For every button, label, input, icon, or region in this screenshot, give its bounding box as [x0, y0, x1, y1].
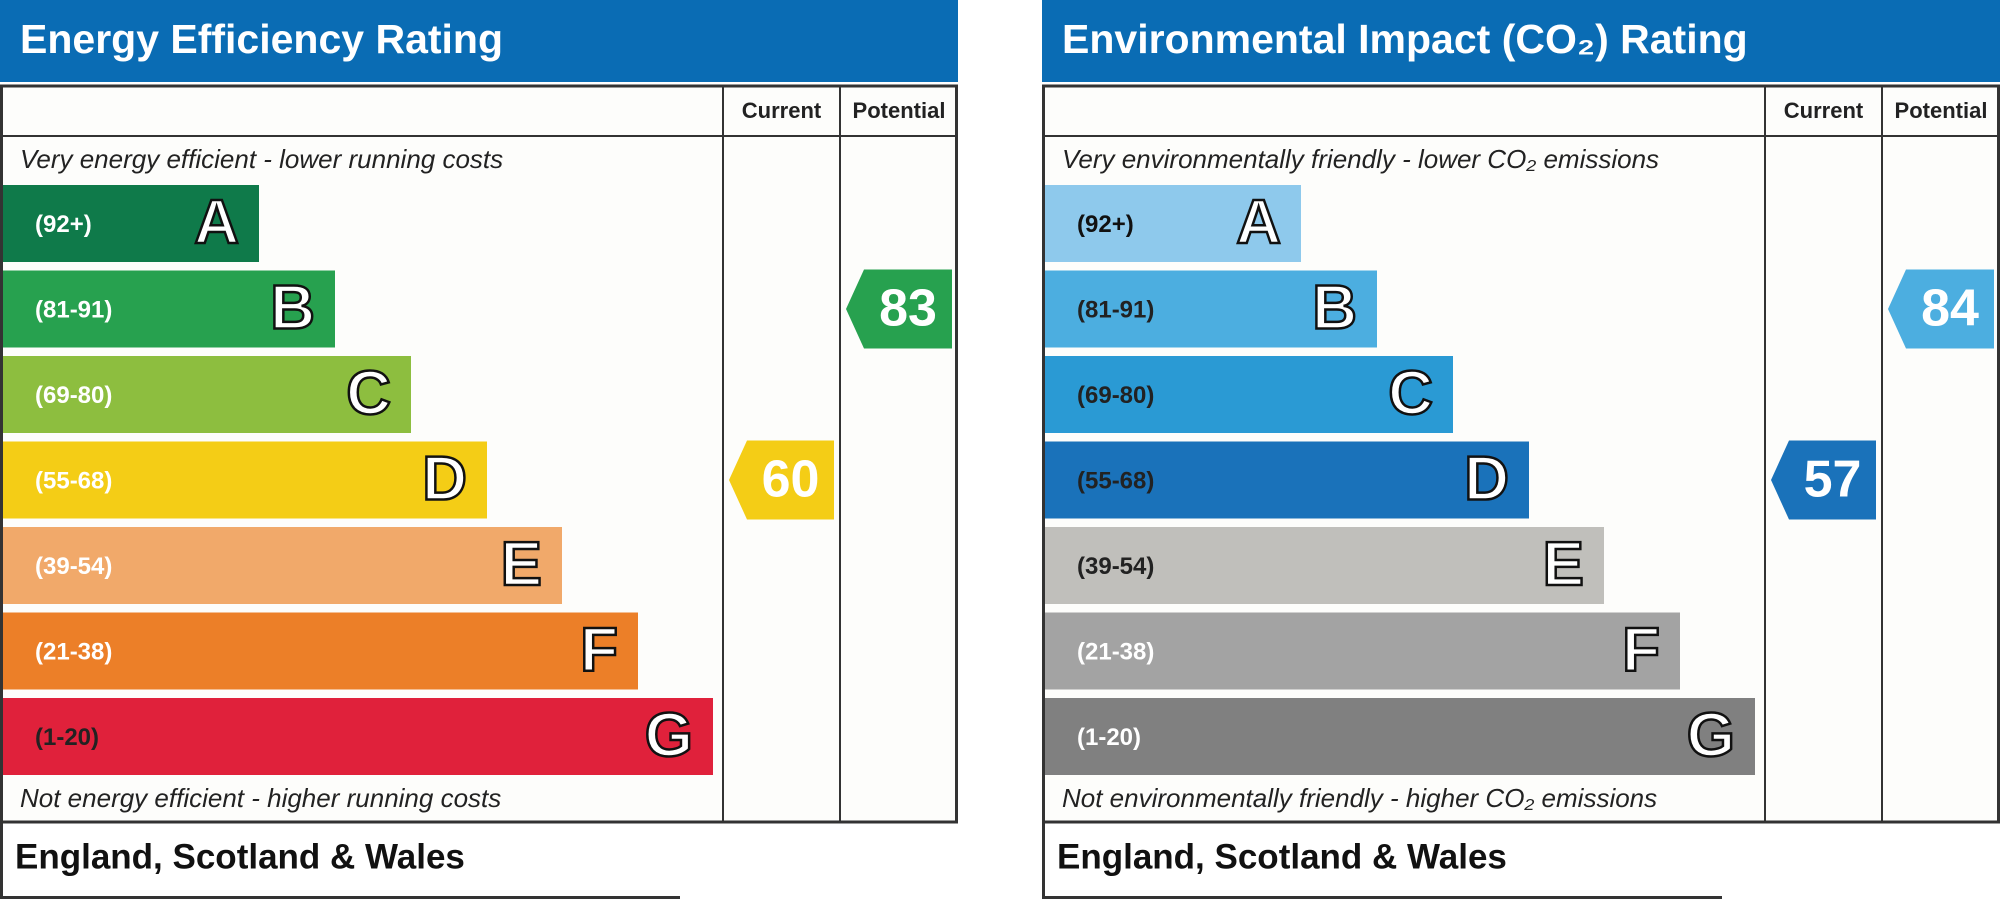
- band-letter: B: [1312, 273, 1357, 342]
- current-arrow: [729, 440, 834, 520]
- header-potential: Potential: [853, 98, 946, 123]
- band: [1045, 270, 1377, 348]
- band-letter: E: [501, 530, 542, 599]
- potential-value: 84: [1921, 280, 1979, 338]
- bottom-note: Not environmentally friendly - higher CO…: [1062, 783, 1657, 813]
- band: [3, 356, 411, 433]
- header-current: Current: [742, 98, 822, 123]
- band-range: (81-91): [1077, 296, 1154, 323]
- panel-title: Energy Efficiency Rating: [20, 16, 503, 62]
- title-bar: [0, 0, 958, 82]
- footer-border: [0, 822, 680, 899]
- band-range: (39-54): [1077, 553, 1154, 580]
- band-letter: F: [580, 615, 618, 684]
- footer: England, Scotland & Wales: [15, 837, 465, 876]
- band-range: (1-20): [35, 724, 99, 751]
- footer-border: [1042, 822, 1722, 899]
- band-range: (21-38): [35, 638, 112, 665]
- band-range: (1-20): [1077, 724, 1141, 751]
- band-letter: G: [1687, 701, 1735, 770]
- band: [1045, 698, 1755, 775]
- band: [3, 441, 487, 519]
- band-letter: F: [1622, 615, 1660, 684]
- band-range: (81-91): [35, 296, 112, 323]
- band-letter: C: [346, 359, 391, 428]
- band-letter: A: [194, 188, 239, 257]
- band: [1045, 612, 1680, 690]
- band: [1045, 527, 1604, 604]
- band: [3, 527, 562, 604]
- band-letter: A: [1236, 188, 1281, 257]
- current-arrow: [1771, 440, 1876, 520]
- panel-title: Environmental Impact (CO₂) Rating: [1062, 16, 1748, 62]
- header-potential: Potential: [1895, 98, 1988, 123]
- title-bar: [1042, 0, 2000, 82]
- header-current: Current: [1784, 98, 1864, 123]
- band: [3, 270, 335, 348]
- bottom-note: Not energy efficient - higher running co…: [20, 783, 501, 813]
- potential-value: 83: [879, 280, 937, 338]
- band-range: (55-68): [1077, 467, 1154, 494]
- band: [3, 698, 713, 775]
- band-range: (21-38): [1077, 638, 1154, 665]
- band: [1045, 356, 1453, 433]
- band-range: (39-54): [35, 553, 112, 580]
- band-letter: D: [1464, 444, 1509, 513]
- band: [3, 612, 638, 690]
- current-value: 60: [762, 451, 820, 509]
- band-letter: G: [645, 701, 693, 770]
- band-range: (69-80): [35, 382, 112, 409]
- band: [1045, 441, 1529, 519]
- band: [3, 185, 259, 262]
- band-range: (55-68): [35, 467, 112, 494]
- band-range: (92+): [1077, 211, 1134, 238]
- current-value: 57: [1804, 451, 1862, 509]
- footer: England, Scotland & Wales: [1057, 837, 1507, 876]
- band: [1045, 185, 1301, 262]
- potential-arrow: [846, 269, 952, 349]
- top-note: Very energy efficient - lower running co…: [20, 144, 503, 174]
- potential-arrow: [1888, 269, 1994, 349]
- top-note: Very environmentally friendly - lower CO…: [1062, 144, 1659, 174]
- band-letter: D: [422, 444, 467, 513]
- band-letter: E: [1543, 530, 1584, 599]
- band-range: (92+): [35, 211, 92, 238]
- band-range: (69-80): [1077, 382, 1154, 409]
- band-letter: C: [1388, 359, 1433, 428]
- band-letter: B: [270, 273, 315, 342]
